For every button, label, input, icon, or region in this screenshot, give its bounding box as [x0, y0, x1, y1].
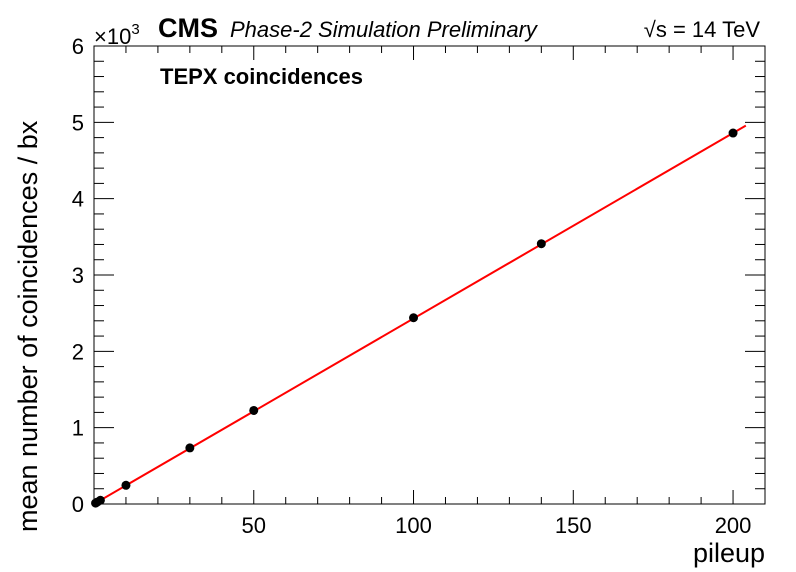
energy-label: √s = 14 TeV [644, 17, 761, 42]
y-tick-label: 5 [72, 110, 84, 135]
y-tick-label: 1 [72, 416, 84, 441]
subtitle-label: Phase-2 Simulation Preliminary [230, 17, 539, 42]
annotation-label: TEPX coincidences [160, 64, 363, 89]
y-multiplier: ×103 [94, 21, 140, 49]
y-ticks: 0 1 2 3 4 5 6 [72, 34, 765, 517]
fit-line [93, 124, 747, 505]
experiment-label: CMS [158, 13, 218, 43]
y-tick-label: 0 [72, 492, 84, 517]
x-tick-label: 50 [242, 513, 266, 538]
y-axis-title: mean number of coincidences / bx [13, 120, 43, 532]
energy-text: = 14 TeV [667, 17, 760, 42]
data-point [249, 405, 259, 415]
data-point [121, 480, 131, 490]
points-layer [91, 128, 738, 508]
x-tick-label: 150 [555, 513, 592, 538]
data-point [95, 495, 105, 505]
x-axis-title: pileup [693, 538, 765, 568]
fit-layer [93, 124, 747, 505]
y-tick-label: 6 [72, 34, 84, 59]
data-point [728, 128, 738, 138]
y-multiplier-exp: 3 [131, 21, 139, 38]
energy-prefix: √s [644, 17, 667, 42]
data-point [409, 313, 419, 323]
y-tick-label: 3 [72, 263, 84, 288]
plot-frame [93, 45, 766, 505]
data-point [185, 443, 195, 453]
data-point [536, 239, 546, 249]
y-tick-label: 2 [72, 339, 84, 364]
x-tick-label: 100 [395, 513, 432, 538]
y-tick-label: 4 [72, 187, 84, 212]
x-ticks: 50 100 150 200 [125, 46, 752, 538]
x-tick-label: 200 [715, 513, 752, 538]
y-multiplier-base: ×10 [94, 24, 131, 49]
